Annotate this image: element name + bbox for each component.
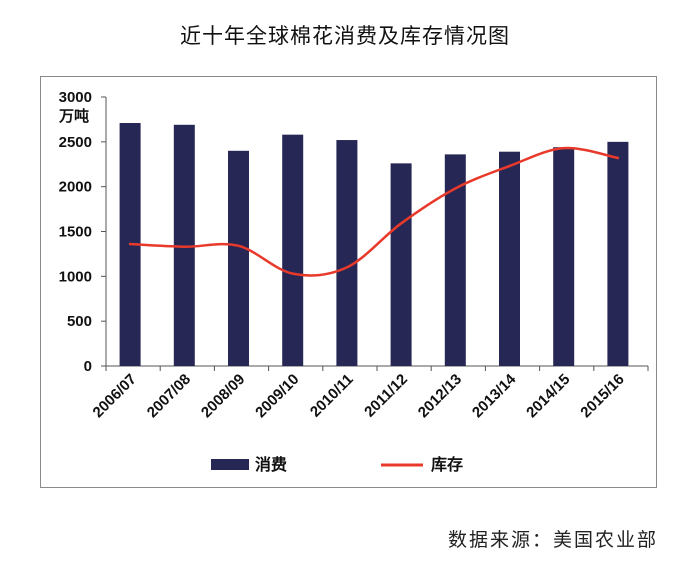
chart-title: 近十年全球棉花消费及库存情况图 — [180, 24, 510, 48]
x-tick-label: 2012/13 — [415, 371, 465, 421]
y-tick-label: 2500 — [59, 134, 92, 151]
point-stock — [508, 164, 511, 168]
x-tick-label: 2015/16 — [577, 371, 627, 421]
legend: 消费 库存 — [211, 455, 463, 474]
bar-consumption — [336, 140, 358, 366]
point-stock — [128, 242, 132, 246]
point-stock — [345, 266, 349, 269]
bars — [119, 123, 629, 367]
line-stock — [128, 146, 620, 277]
y-tick-label: 2000 — [59, 179, 92, 196]
x-tick-label: 2008/09 — [198, 371, 248, 421]
legend-swatch-consumption — [211, 459, 249, 470]
bar-consumption — [444, 154, 466, 366]
x-tick-label: 2011/12 — [361, 371, 411, 421]
x-tick-label: 2006/07 — [90, 371, 140, 421]
point-stock — [183, 245, 186, 248]
y-tick-label: 0 — [84, 358, 92, 375]
y-tick-label: 1500 — [59, 224, 92, 241]
x-tick-label: 2014/15 — [523, 371, 573, 421]
bar-consumption — [228, 150, 249, 366]
point-stock — [237, 244, 240, 248]
x-tick-label: 2013/14 — [469, 370, 520, 421]
bar-consumption — [390, 163, 412, 366]
bar-consumption — [553, 147, 575, 366]
point-stock — [291, 272, 294, 275]
bar-consumption — [282, 134, 304, 366]
y-tick-label: 1000 — [59, 268, 92, 285]
y-tick-label: 3000 — [59, 89, 92, 106]
bar-consumption — [173, 124, 195, 366]
point-stock — [616, 156, 620, 160]
x-tick-label: 2009/10 — [252, 371, 302, 421]
y-tick-label: 500 — [67, 313, 92, 330]
point-stock — [562, 146, 565, 150]
y-unit-label: 万吨 — [58, 107, 89, 125]
point-stock — [454, 187, 457, 190]
point-stock — [399, 222, 403, 225]
legend-label-consumption: 消费 — [255, 455, 287, 474]
stock-line-layer — [128, 146, 620, 277]
source-note: 数据来源：美国农业部 — [447, 529, 658, 551]
chart-frame: 0 500 1000 1500 2000 2500 3000 万吨 2006/07 2007/08… — [40, 76, 657, 488]
x-tick-label: 2010/11 — [307, 371, 357, 421]
bar-consumption — [607, 141, 629, 366]
x-tick-label: 2007/08 — [144, 371, 194, 421]
bar-consumption — [499, 151, 520, 366]
legend-label-stock: 库存 — [431, 455, 463, 474]
